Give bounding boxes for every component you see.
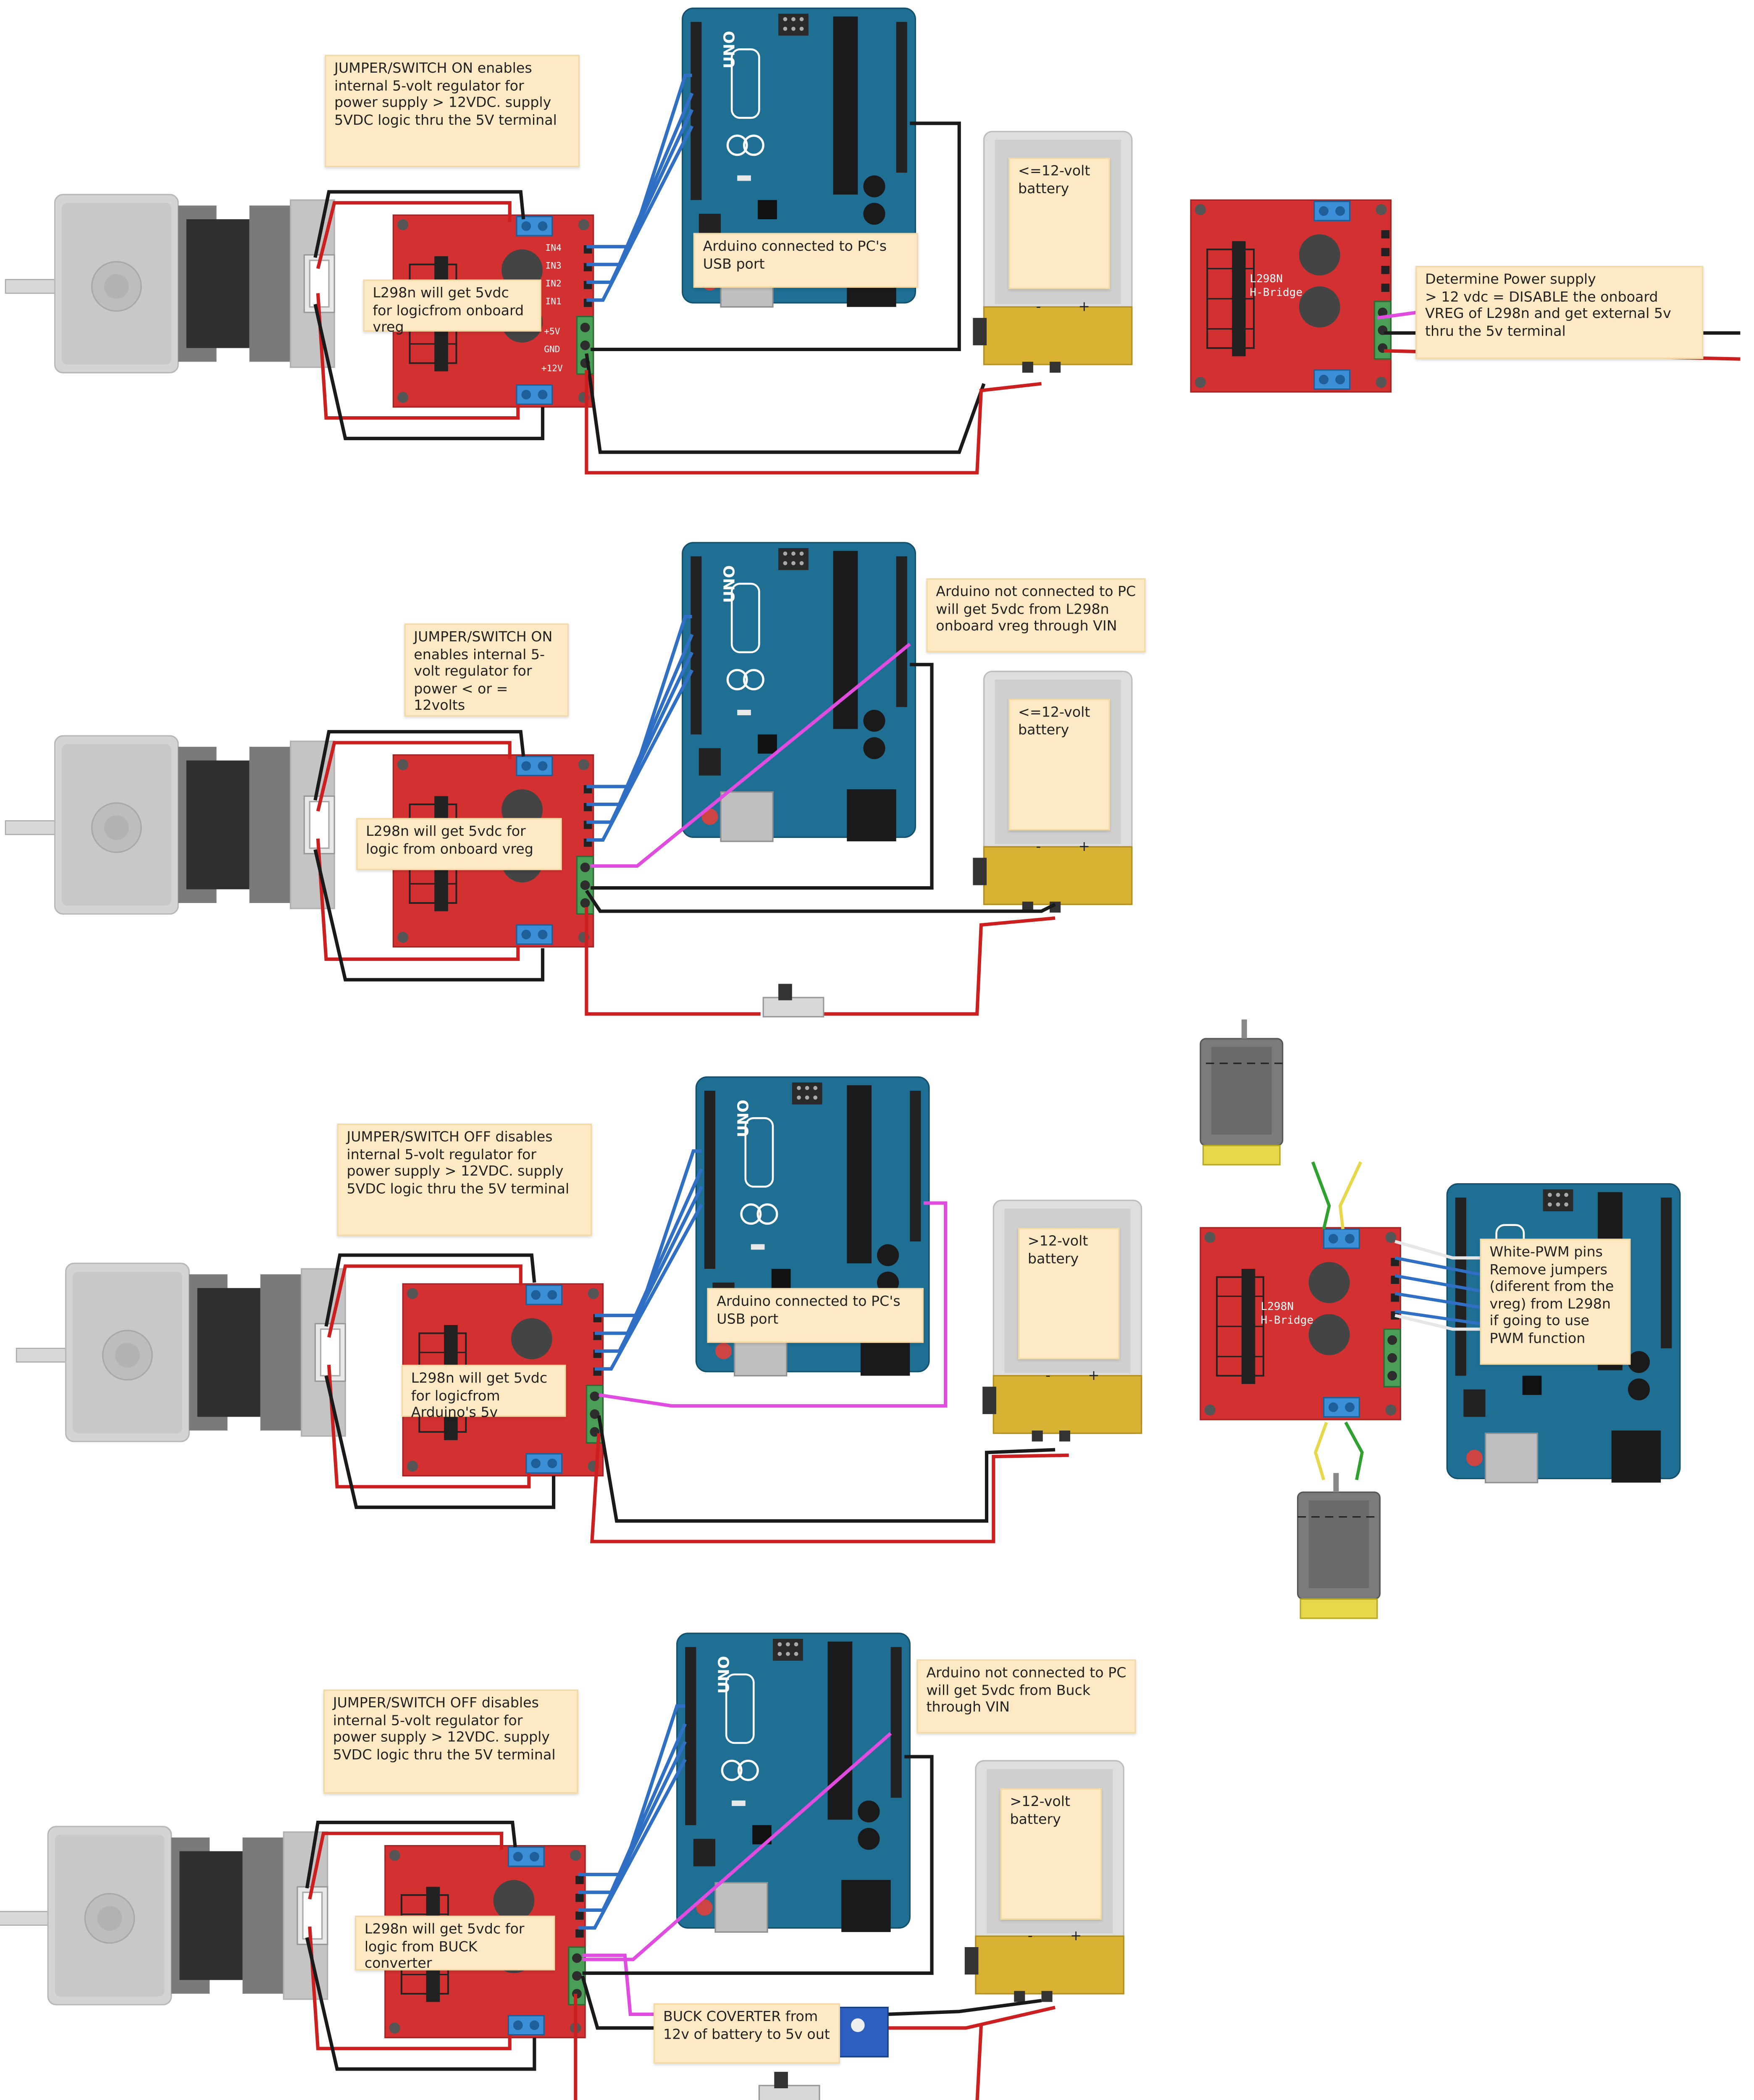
label-in2: IN2 (545, 278, 561, 289)
hbridge-sub: H-Bridge (1250, 286, 1302, 299)
note-s1-usb: Arduino connected to PC's USB port (693, 233, 918, 288)
note-s3-jumper: JUMPER/SWITCH OFF disables internal 5-vo… (337, 1124, 592, 1236)
batt-plus-1: + (1079, 299, 1090, 315)
batt-minus-4: - (1028, 1928, 1033, 1944)
note-s4-l298: L298n will get 5vdc for logic from BUCK … (354, 1915, 555, 1972)
note-s4-notpc: Arduino not connected to PC will get 5vd… (916, 1659, 1136, 1734)
slide-switch-4 (758, 2084, 820, 2100)
note-s1-l298: L298n will get 5vdc for logicfrom onboar… (363, 279, 541, 336)
note-s3-l298: L298n will get 5vdc for logicfrom Arduin… (401, 1365, 566, 1421)
batt-plus-3: + (1088, 1367, 1099, 1383)
note-s2-battery: <=12-volt battery (1008, 698, 1110, 831)
batt-minus-1: - (1036, 299, 1041, 315)
label-in1: IN1 (545, 296, 561, 306)
stepper-motor-3 (16, 1263, 346, 1442)
stepper-motor-2 (5, 735, 335, 915)
stepper-motor-1 (5, 194, 335, 374)
arduino-uno-2 (683, 543, 916, 841)
note-s3-usb: Arduino connected to PC's USB port (707, 1288, 924, 1343)
batt-plus-4: + (1070, 1928, 1082, 1944)
arduino-model-3: UNO (735, 1100, 752, 1137)
note-s1-battery: <=12-volt battery (1008, 158, 1110, 289)
label-5v: +5V (544, 326, 560, 336)
section-2 (5, 543, 1133, 1018)
arduino-uno-4 (677, 1633, 910, 1932)
label-in4: IN4 (545, 242, 561, 253)
note-buck: BUCK COVERTER from 12v of battery to 5v … (654, 2003, 840, 2064)
section-3 (16, 1077, 1142, 1544)
pwm-section (1199, 1018, 1680, 1619)
dc-motor-top (1200, 1018, 1284, 1166)
dc-motor-bottom (1297, 1472, 1381, 1619)
batt-plus-2: + (1079, 838, 1090, 854)
arduino-model-1: UNO (721, 31, 738, 68)
label-in3: IN3 (545, 260, 561, 270)
hbridge-name: L298N (1250, 273, 1283, 285)
note-pwm: White-PWM pins Remove jumpers (diferent … (1480, 1239, 1631, 1365)
buck-converter (838, 2006, 889, 2058)
arduino-model-2: UNO (721, 565, 738, 603)
note-s4-battery: >12-volt battery (1000, 1788, 1102, 1920)
hbridge-sub-pwm: H-Bridge (1260, 1314, 1313, 1327)
slide-switch-2 (762, 997, 824, 1018)
note-s2-jumper: JUMPER/SWITCH ON enables internal 5-volt… (404, 623, 569, 717)
note-s3-battery: >12-volt battery (1018, 1228, 1120, 1360)
section-4 (0, 1633, 1124, 2100)
note-s4-jumper: JUMPER/SWITCH OFF disables internal 5-vo… (323, 1689, 578, 1794)
stepper-motor-4 (0, 1826, 328, 2006)
note-s2-l298: L298n will get 5vdc for logic from onboa… (356, 818, 562, 870)
hbridge-name-pwm: L298N (1260, 1300, 1294, 1313)
note-power: Determine Power supply > 12 vdc = DISABL… (1415, 265, 1704, 359)
label-gnd: GND (544, 344, 560, 354)
batt-minus-3: - (1045, 1367, 1050, 1383)
batt-minus-2: - (1036, 838, 1041, 854)
note-s2-notpc: Arduino not connected to PC will get 5vd… (926, 578, 1146, 652)
label-12v: +12V (541, 363, 563, 373)
arduino-model-4: UNO (716, 1656, 733, 1694)
note-s1-jumper: JUMPER/SWITCH ON enables internal 5-volt… (325, 55, 580, 168)
